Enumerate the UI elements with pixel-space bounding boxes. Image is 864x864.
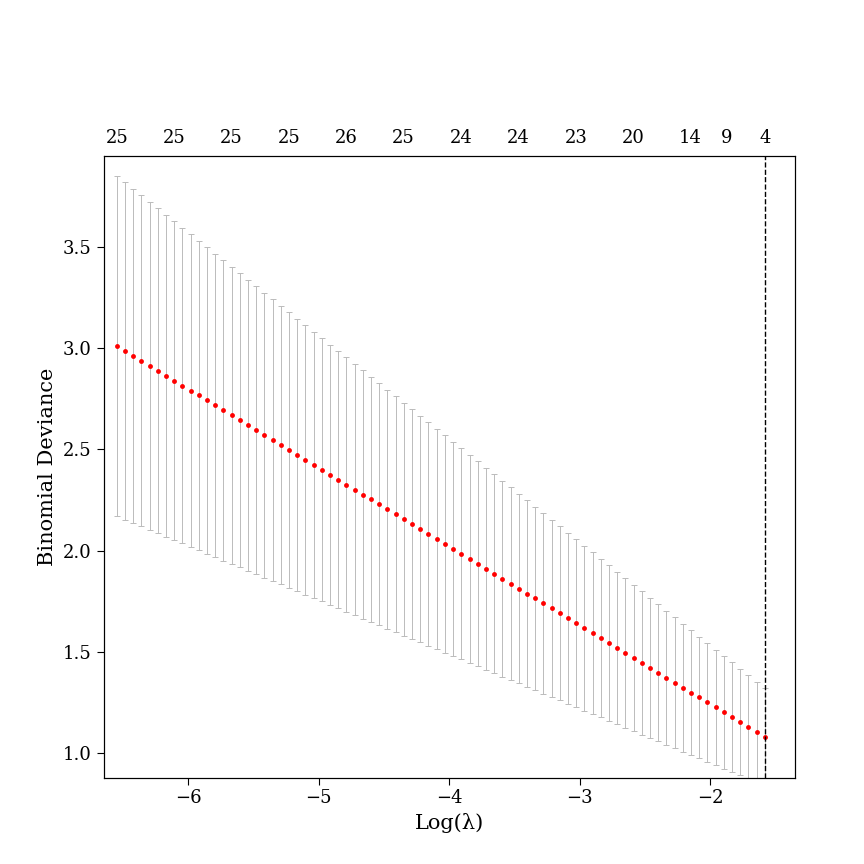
X-axis label: Log(λ): Log(λ) [415,813,484,833]
Y-axis label: Binomial Deviance: Binomial Deviance [38,367,57,566]
